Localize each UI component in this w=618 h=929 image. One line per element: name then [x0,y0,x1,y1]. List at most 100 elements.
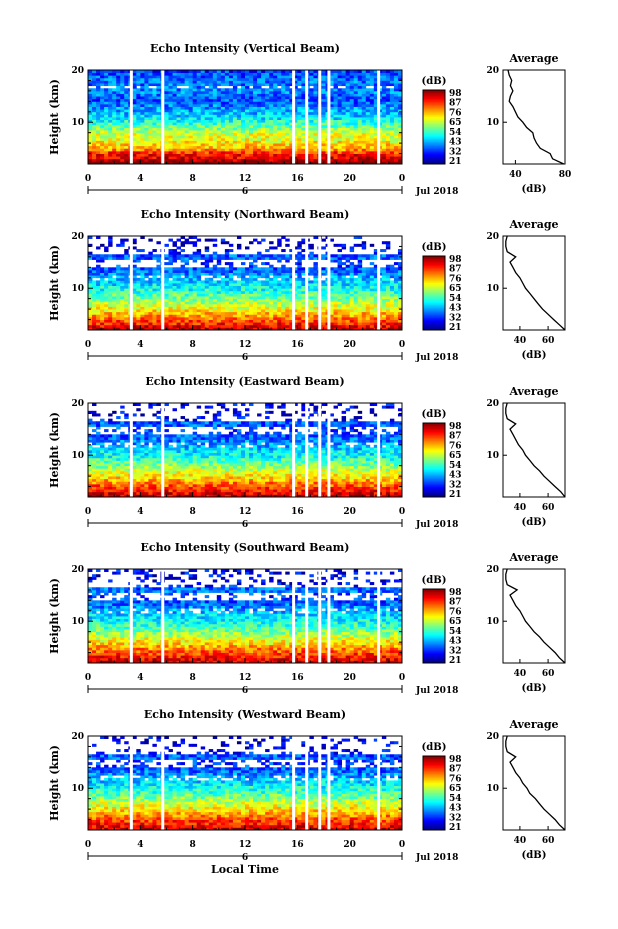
colorbar-tick-label: 54 [449,461,462,471]
heatmap-image [88,236,403,331]
colorbar-tick-label: 43 [449,637,462,647]
missing-data-gap [161,236,165,330]
missing-data-gap [161,736,165,830]
average-profile-line [505,235,566,331]
missing-data-gap [129,736,133,830]
average-y-tick-label: 20 [486,232,499,242]
x-tick-label: 0 [85,507,91,517]
average-title: Average [508,218,558,231]
x-tick-label: 12 [239,840,252,850]
missing-data-gap [305,70,309,164]
y-axis-label: Height (km) [48,245,61,321]
x-tick-label: 0 [399,340,405,350]
x-tick-label: 0 [399,507,405,517]
missing-data-gap [305,736,309,830]
y-tick-label: 20 [71,732,84,742]
x-tick-label: 16 [291,840,304,850]
average-y-tick-label: 10 [486,451,499,461]
colorbar-tick-label: 76 [449,108,462,118]
x-tick-label: 8 [190,507,196,517]
colorbar-tick-label: 98 [449,255,462,265]
colorbar-tick-label: 43 [449,138,462,148]
colorbar-tick-label: 76 [449,441,462,451]
average-y-tick-label: 20 [486,732,499,742]
missing-data-gap [129,70,133,164]
colorbar-tick-label: 87 [449,598,462,608]
month-label: Jul 2018 [415,187,458,197]
x-tick-label: 12 [239,174,252,184]
colorbar-tick-label: 65 [449,617,462,627]
colorbar-tick-label: 32 [449,480,462,490]
colorbar-tick-label: 87 [449,99,462,109]
average-y-tick-label: 10 [486,118,499,128]
colorbar-frame [422,422,446,498]
missing-data-gap [292,70,296,164]
colorbar [423,756,445,831]
average-y-tick-label: 20 [486,565,499,575]
month-label: Jul 2018 [415,520,458,530]
missing-data-gap [305,236,309,330]
y-axis-label: Height (km) [48,745,61,821]
missing-data-gap [129,403,133,497]
average-frame [502,568,566,664]
missing-data-gap [318,403,322,497]
colorbar-tick-label: 98 [449,422,462,432]
month-label: Jul 2018 [415,686,458,696]
x-tick-label: 4 [137,174,143,184]
panel-0: Echo Intensity (Vertical Beam) 20 10 Height… [48,42,571,197]
x-tick-label: 16 [291,174,304,184]
y-tick-label: 10 [71,784,84,794]
x-tick-label: 16 [291,673,304,683]
y-tick-label: 10 [71,617,84,627]
colorbar-tick-label: 54 [449,627,462,637]
missing-data-gap [292,569,296,663]
colorbar-tick-label: 76 [449,774,462,784]
day-label: 6 [242,686,248,696]
panel-3: Echo Intensity (Southward Beam) 20 10 Heigh… [48,541,566,696]
x-tick-label: 0 [85,174,91,184]
colorbar-tick-label: 32 [449,813,462,823]
missing-data-gap [305,403,309,497]
missing-data-gap [161,569,165,663]
colorbar [423,90,445,165]
colorbar-tick-label: 54 [449,294,462,304]
month-label: Jul 2018 [415,353,458,363]
colorbar-tick-label: 43 [449,304,462,314]
average-y-tick-label: 10 [486,284,499,294]
colorbar-tick-label: 65 [449,451,462,461]
x-tick-label: 0 [399,673,405,683]
missing-data-gap [327,70,331,164]
missing-data-gap [318,236,322,330]
average-y-tick-label: 20 [486,399,499,409]
heatmap-image [88,736,403,831]
colorbar-tick-label: 65 [449,118,462,128]
average-y-tick-label: 20 [486,66,499,76]
average-x-tick-label: 60 [542,669,555,679]
average-x-tick-label: 40 [514,669,527,679]
x-tick-label: 20 [343,840,356,850]
y-axis-label: Height (km) [48,412,61,488]
x-tick-label: 4 [137,507,143,517]
average-x-tick-label: 40 [514,336,527,346]
colorbar-unit: (dB) [422,575,447,586]
day-label: 6 [242,853,248,863]
y-tick-label: 20 [71,232,84,242]
missing-data-gap [377,236,381,330]
missing-data-gap [377,70,381,164]
colorbar-tick-label: 54 [449,128,462,138]
average-x-label: (dB) [522,184,547,195]
average-profile-line [505,735,566,831]
missing-data-gap [377,736,381,830]
colorbar-tick-label: 32 [449,646,462,656]
panel-2: Echo Intensity (Eastward Beam) 20 10 Height… [48,375,566,530]
colorbar-tick-label: 76 [449,274,462,284]
heatmap-image [88,403,403,498]
missing-data-gap [292,403,296,497]
average-x-label: (dB) [522,850,547,861]
colorbar-tick-label: 98 [449,588,462,598]
y-axis-label: Height (km) [48,578,61,654]
colorbar-tick-label: 43 [449,804,462,814]
colorbar-frame [422,755,446,831]
x-tick-label: 4 [137,673,143,683]
